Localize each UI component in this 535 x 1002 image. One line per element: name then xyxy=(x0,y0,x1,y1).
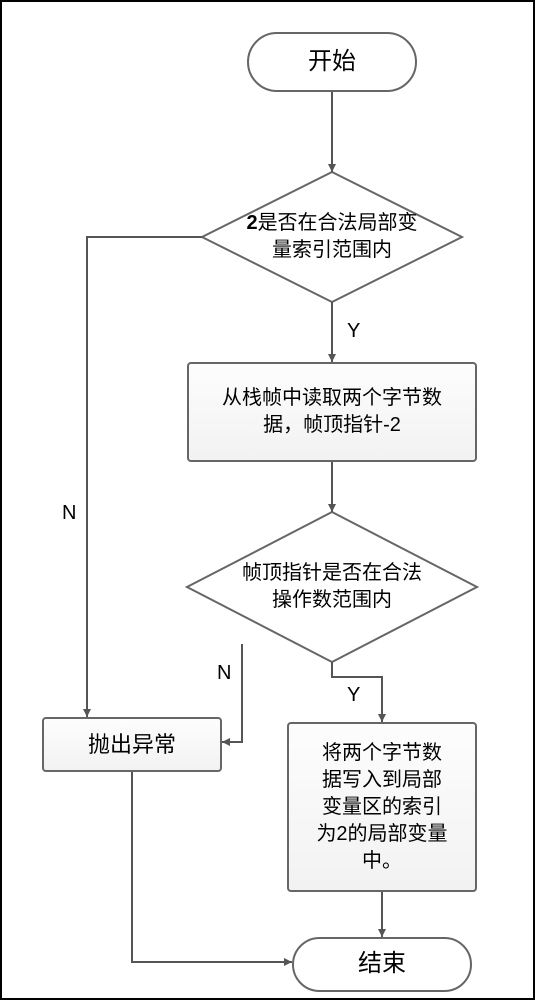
decision-2-shape xyxy=(187,512,477,662)
end-node: 结束 xyxy=(292,937,472,992)
edge-exc-end xyxy=(132,772,292,962)
edge-label-n1: N xyxy=(62,502,76,525)
process-write-local-text: 将两个字节数据写入到局部变量区的索引为2的局部变量中。 xyxy=(316,740,447,875)
edge-label-n2: N xyxy=(217,662,231,685)
process-read-bytes-text: 从栈帧中读取两个字节数据，帧顶指针-2 xyxy=(222,385,442,439)
process-throw-exception: 抛出异常 xyxy=(42,717,222,772)
start-node: 开始 xyxy=(247,32,417,92)
edge-label-y1: Y xyxy=(347,320,360,343)
edge-label-y2: Y xyxy=(347,684,360,707)
flowchart-canvas: 开始 2是否在合法局部变量索引范围内 从栈帧中读取两个字节数据，帧顶指针-2 帧… xyxy=(0,0,535,1000)
edge-d1-exc xyxy=(87,237,202,717)
process-read-bytes: 从栈帧中读取两个字节数据，帧顶指针-2 xyxy=(187,362,477,462)
edge-d2-exc xyxy=(222,644,242,742)
process-write-local: 将两个字节数据写入到局部变量区的索引为2的局部变量中。 xyxy=(287,722,477,892)
decision-1-shape xyxy=(202,172,462,302)
